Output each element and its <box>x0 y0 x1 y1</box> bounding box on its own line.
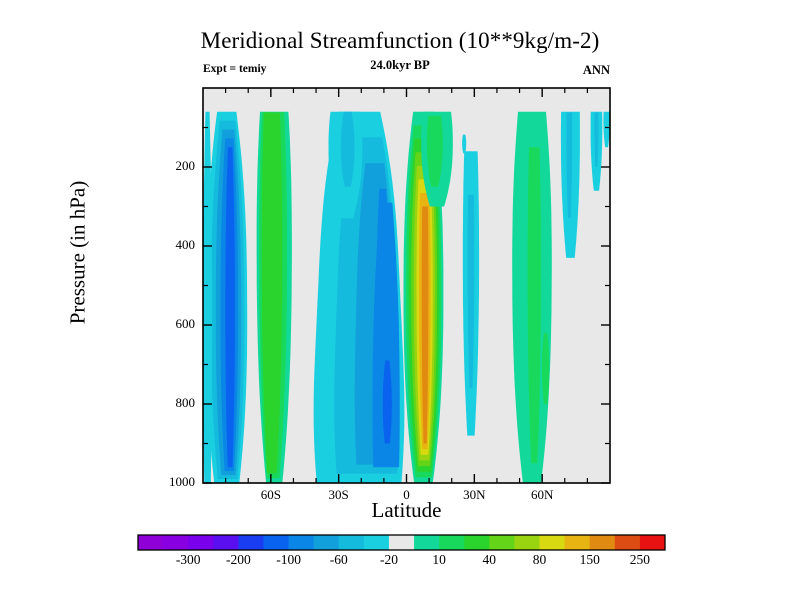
contour-band <box>467 194 475 389</box>
colorbar <box>137 534 666 551</box>
colorbar-frame <box>137 534 666 551</box>
contour-band <box>225 147 235 468</box>
contour-bands <box>203 111 610 483</box>
colorbar-segment <box>489 535 515 550</box>
colorbar-segment <box>263 535 289 550</box>
colorbar-segment <box>464 535 490 550</box>
colorbar-segment <box>163 535 189 550</box>
colorbar-label: 80 <box>532 552 547 567</box>
colorbar-segment <box>589 535 616 550</box>
plot-frame <box>202 87 611 484</box>
contour-band <box>340 111 355 187</box>
y-tick-label: 400 <box>175 237 196 252</box>
x-tick-label: 60N <box>530 487 554 502</box>
contour-band <box>527 147 541 464</box>
colorbar-segment <box>614 535 641 550</box>
colorbar-segment <box>363 535 390 550</box>
contour-band <box>372 202 400 468</box>
colorbar-segment <box>313 535 340 550</box>
colorbar-segment <box>439 535 465 550</box>
x-tick-label: 30N <box>463 487 486 502</box>
colorbar-segment <box>539 535 566 550</box>
period-label: 24.0kyr BP <box>370 58 430 72</box>
x-tick-label: 30S <box>328 487 349 502</box>
experiment-label: Expt = temiy <box>203 63 267 75</box>
colorbar-segment <box>414 535 440 550</box>
contour-band <box>421 206 429 444</box>
colorbar-label: 10 <box>432 552 446 567</box>
contour-band <box>426 115 443 187</box>
contour-band <box>203 111 212 483</box>
contour-band <box>382 360 392 444</box>
contour-band <box>541 332 550 404</box>
colorbar-label: 250 <box>629 552 651 567</box>
colorbar-segment <box>288 535 315 550</box>
y-tick-label: 1000 <box>169 474 195 489</box>
contour-band <box>566 112 573 219</box>
season-label: ANN <box>582 63 610 77</box>
colorbar-label: 150 <box>579 552 600 567</box>
contour-band <box>603 111 610 148</box>
y-tick-label: 600 <box>175 316 196 331</box>
contour-band <box>462 134 467 154</box>
colorbar-segment <box>564 535 591 550</box>
contour-band <box>594 112 599 167</box>
colorbar-segment <box>514 535 540 550</box>
colorbar-label: -200 <box>226 552 251 567</box>
colorbar-segment <box>639 535 666 550</box>
colorbar-segment <box>138 535 164 550</box>
colorbar-label: -60 <box>329 552 348 567</box>
colorbar-label: -300 <box>175 552 201 567</box>
colorbar-segment <box>238 535 264 550</box>
y-axis-title: Pressure (in hPa) <box>65 180 90 325</box>
page-title: Meridional Streamfunction (10**9kg/m-2) <box>200 28 600 53</box>
colorbar-label: -100 <box>276 552 301 567</box>
y-tick-label: 200 <box>175 158 196 173</box>
colorbar-label: -20 <box>380 552 398 567</box>
colorbar-label: 40 <box>482 552 497 567</box>
x-tick-label: 0 <box>403 487 410 502</box>
contour-band <box>261 112 283 474</box>
colorbar-segment <box>338 535 365 550</box>
x-axis-title: Latitude <box>371 498 442 522</box>
colorbar-segment <box>188 535 214 550</box>
x-tick-label: 60S <box>260 487 281 502</box>
colorbar-segment <box>213 535 239 550</box>
colorbar-segment <box>388 535 415 550</box>
y-tick-label: 800 <box>175 395 196 410</box>
